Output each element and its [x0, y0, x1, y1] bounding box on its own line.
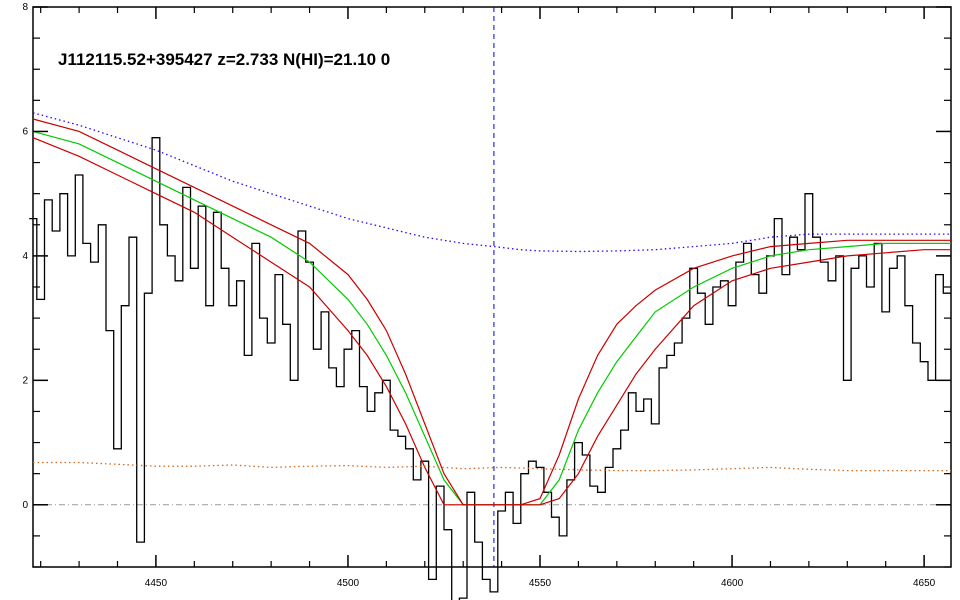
- x-tick-label: 4500: [337, 578, 360, 589]
- series-4-line: [32, 112, 951, 253]
- y-tick-label: 2: [22, 375, 28, 386]
- series-1-line: [32, 130, 951, 506]
- x-tick-label: 4550: [529, 578, 552, 589]
- y-tick-label: 0: [22, 500, 28, 511]
- x-tick-label: 4600: [721, 578, 744, 589]
- y-tick-label: 8: [22, 2, 28, 13]
- plot-frame: [32, 6, 952, 568]
- y-tick-label: 4: [22, 251, 28, 262]
- series-0-line: [29, 137, 951, 600]
- chart-title: J112115.52+395427 z=2.733 N(HI)=21.10 0: [58, 50, 390, 69]
- series-5-line: [33, 461, 951, 472]
- y-tick-label: 6: [22, 126, 28, 137]
- series-layer: [29, 112, 951, 600]
- x-tick-label: 4450: [145, 578, 168, 589]
- series-2-line: [32, 118, 951, 506]
- x-tick-label: 4650: [913, 578, 936, 589]
- series-3-line: [32, 137, 951, 506]
- ticks-layer: 4450 4500 4550 4600 4650 0 2 4 6 8: [22, 2, 951, 589]
